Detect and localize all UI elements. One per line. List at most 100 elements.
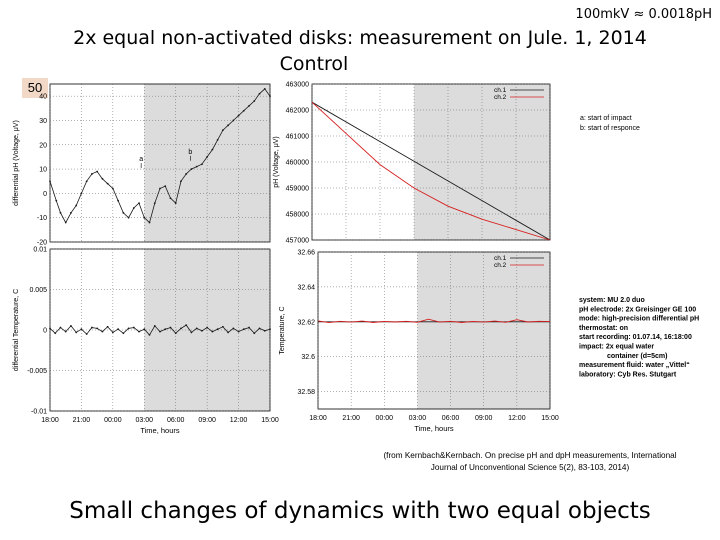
chart-panel-2: 457000 458000 459000 460000 461000 462000 4630… <box>273 82 551 245</box>
data-point <box>127 327 130 330</box>
data-point <box>221 129 224 132</box>
data-point <box>64 221 67 224</box>
legend-ch1-label: ch.1 <box>494 255 507 262</box>
data-point <box>201 329 203 332</box>
data-point <box>169 197 172 200</box>
series-line-2 <box>317 318 551 324</box>
slide-number-badge: 50 <box>22 78 48 98</box>
data-point <box>148 221 151 224</box>
y-tick-label: 32.6 <box>301 354 315 361</box>
data-point <box>174 202 177 205</box>
data-point <box>180 327 182 330</box>
data-point <box>211 148 214 151</box>
data-point <box>211 330 214 333</box>
x-tick-label: 18:00 <box>41 417 59 424</box>
y-tick-label: 10 <box>39 167 47 174</box>
data-point <box>232 327 235 330</box>
data-point <box>138 330 140 333</box>
data-point <box>111 187 114 190</box>
data-point <box>216 139 219 141</box>
data-point <box>153 202 156 205</box>
data-point <box>101 177 104 180</box>
x-tick-label: 00:00 <box>104 417 122 424</box>
y-tick-label: 0.005 <box>29 287 47 294</box>
data-point <box>49 180 51 183</box>
x-tick-label: 12:00 <box>230 417 248 424</box>
chart-panel-3: 18:00 21:00 00:00 03:00 06:00 09:00 12:00 15:00… <box>13 247 279 436</box>
x-axis-label: Time, hours <box>414 424 454 433</box>
chart-panel-1: -20 -10 0 10 20 30 40 differential pH (Voltage,… <box>13 83 271 247</box>
info-line: container (d=5cm) <box>607 353 668 360</box>
data-point <box>227 331 229 334</box>
data-point <box>96 327 99 330</box>
y-tick-label: 40 <box>39 94 47 101</box>
data-point <box>164 185 167 187</box>
data-point <box>138 202 140 205</box>
data-point <box>269 328 271 331</box>
data-point <box>190 168 193 170</box>
y-tick-label: -20 <box>37 240 47 247</box>
data-point <box>221 325 224 328</box>
data-point <box>258 327 261 330</box>
y-tick-label: 0.01 <box>33 247 47 254</box>
footer-caption: Small changes of dynamics with two equal… <box>69 498 651 524</box>
data-point <box>153 325 156 327</box>
data-point <box>59 211 62 214</box>
data-point <box>242 109 245 112</box>
info-line: mode: high-precision differential pH <box>579 316 699 323</box>
info-line: system: MU 2.0 duo <box>579 297 645 304</box>
legend-ch2-label: ch.2 <box>494 262 507 269</box>
y-axis-label: pH (Voltage, μV) <box>273 136 280 188</box>
data-point <box>143 216 146 219</box>
x-tick-label: 15:00 <box>541 415 559 422</box>
data-point <box>206 156 209 158</box>
data-point <box>64 330 67 333</box>
data-point <box>132 207 135 209</box>
data-point <box>106 325 109 328</box>
info-line: start recording: 01.07.14, 16:18:00 <box>579 334 692 341</box>
data-point <box>159 187 161 190</box>
data-point <box>101 330 104 333</box>
y-tick-label: -10 <box>37 215 47 222</box>
data-point <box>253 332 256 335</box>
marker-b: b <box>188 149 192 156</box>
page-subtitle: Control <box>279 53 349 75</box>
series-line-1 <box>311 101 551 241</box>
data-point <box>111 331 114 334</box>
data-point <box>237 114 240 117</box>
data-point <box>258 92 261 95</box>
y-tick-label: 0 <box>43 328 47 335</box>
legend-ch1-label: ch.1 <box>494 87 507 94</box>
x-tick-label: 03:00 <box>136 417 154 424</box>
data-point <box>248 104 250 107</box>
x-tick-label: 15:00 <box>261 417 279 424</box>
data-point <box>85 180 88 183</box>
data-point <box>148 333 151 336</box>
y-tick-label: 460000 <box>286 160 309 167</box>
y-tick-label: 461000 <box>286 134 309 141</box>
info-line: measurement fluid: water „Vittel“ <box>579 362 690 369</box>
info-line: thermostat: on <box>579 325 628 332</box>
data-point <box>201 163 203 166</box>
data-point <box>80 328 83 331</box>
data-point <box>216 328 219 331</box>
data-point <box>122 211 125 214</box>
x-axis-label: Time, hours <box>140 426 180 435</box>
y-tick-label: -0.01 <box>31 409 47 416</box>
data-point <box>132 326 135 329</box>
data-point <box>96 170 99 173</box>
data-point <box>117 199 119 202</box>
y-tick-label: 32.58 <box>297 389 315 396</box>
info-line: laboratory: Cyb Res. Stutgart <box>579 371 677 378</box>
y-tick-label: 459000 <box>286 186 309 193</box>
info-line: impact: 2x equal water <box>579 344 654 351</box>
chart-panel-4: 18:00 21:00 00:00 03:00 06:00 09:00 12:00 15:00… <box>279 250 559 434</box>
x-tick-label: 09:00 <box>198 417 216 424</box>
data-point <box>70 325 72 327</box>
data-point <box>106 182 109 185</box>
data-point <box>190 331 193 334</box>
data-point <box>59 326 62 329</box>
x-tick-label: 06:00 <box>442 415 460 422</box>
data-point <box>206 326 209 329</box>
data-point <box>75 331 78 334</box>
